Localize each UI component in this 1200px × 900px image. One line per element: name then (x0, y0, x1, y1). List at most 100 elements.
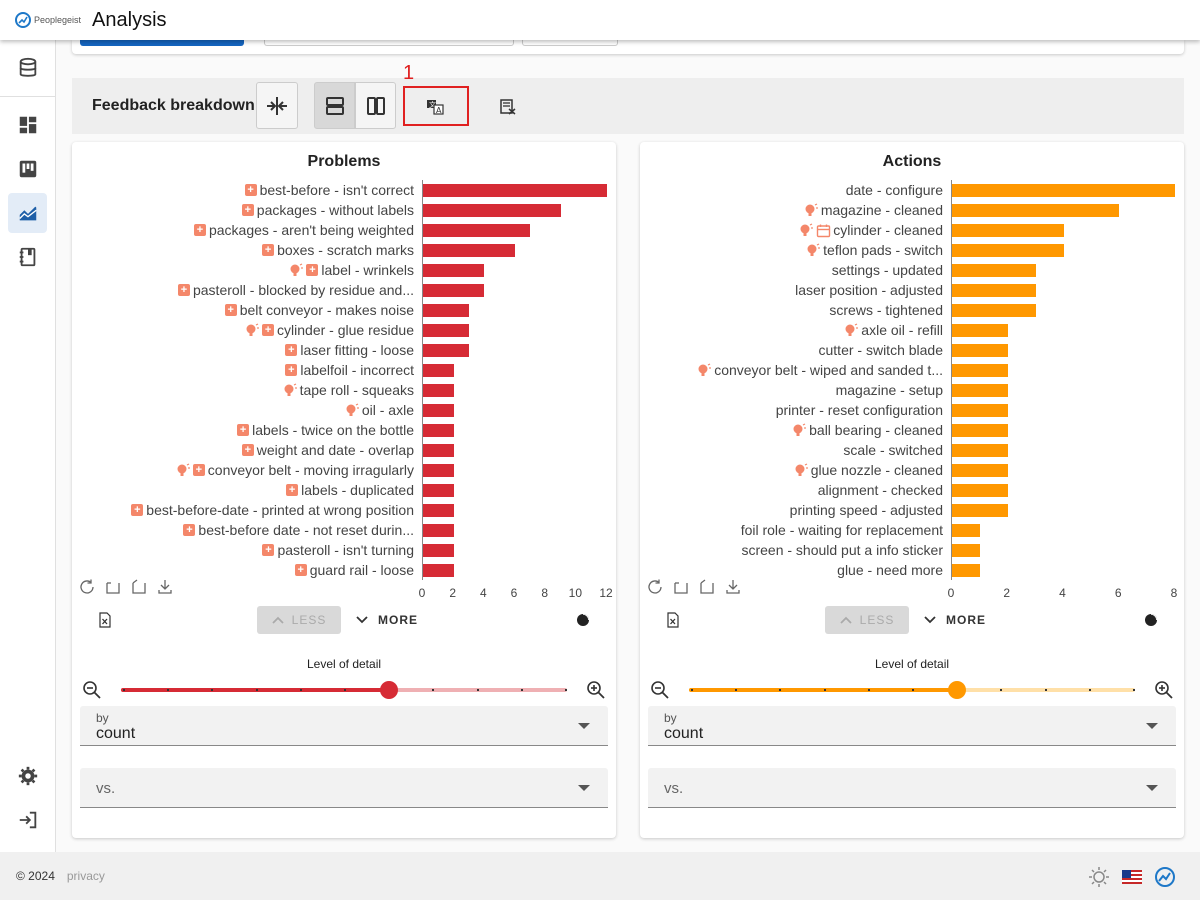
bar[interactable] (423, 403, 454, 417)
excel-export-icon[interactable] (98, 612, 112, 633)
add-marker-icon[interactable]: + (285, 364, 298, 376)
bar[interactable] (423, 183, 607, 197)
download-icon[interactable] (724, 578, 742, 601)
bar-label[interactable]: + packages - without labels (72, 200, 414, 220)
bar-label[interactable]: screws - tightened (640, 300, 943, 320)
bar[interactable] (952, 423, 1008, 437)
zoom-select-icon[interactable] (672, 578, 690, 601)
idea-bulb-icon[interactable] (792, 423, 807, 437)
notebook-icon[interactable] (8, 237, 47, 277)
idea-bulb-icon[interactable] (176, 463, 190, 477)
bar-label[interactable]: glue nozzle - cleaned (640, 460, 943, 480)
add-marker-icon[interactable]: + (241, 204, 254, 216)
bar[interactable] (952, 523, 980, 537)
zoom-select-icon[interactable] (104, 578, 122, 601)
rows-layout-button[interactable] (314, 82, 355, 129)
bar-label[interactable]: + cylinder - glue residue (72, 320, 414, 340)
more-button[interactable]: MORE (356, 606, 418, 634)
bar-label[interactable]: + labels - twice on the bottle (72, 420, 414, 440)
idea-bulb-icon[interactable] (806, 243, 821, 257)
bar[interactable] (952, 443, 1008, 457)
bar[interactable] (952, 403, 1008, 417)
pie-chart-icon[interactable] (1144, 613, 1158, 632)
bar-label[interactable]: tape roll - squeaks (72, 380, 414, 400)
compress-button[interactable] (256, 82, 298, 129)
privacy-link[interactable]: privacy (66, 869, 105, 883)
bar[interactable] (423, 523, 454, 537)
bar[interactable] (952, 363, 1008, 377)
database-icon[interactable] (8, 48, 47, 88)
add-marker-icon[interactable]: + (183, 524, 196, 536)
primary-button-partial[interactable] (80, 40, 244, 46)
bar[interactable] (423, 463, 454, 477)
bar-label[interactable]: + label - wrinkels (72, 260, 414, 280)
bar-label[interactable]: cylinder - cleaned (640, 220, 943, 240)
add-marker-icon[interactable]: + (241, 444, 254, 456)
bar-label[interactable]: oil - axle (72, 400, 414, 420)
idea-bulb-icon[interactable] (289, 263, 304, 277)
bar-label[interactable]: magazine - cleaned (640, 200, 943, 220)
bar[interactable] (423, 563, 454, 577)
columns-layout-button[interactable] (355, 82, 396, 129)
bar[interactable] (952, 563, 980, 577)
vs-select[interactable]: vs. (648, 768, 1176, 808)
bar[interactable] (952, 303, 1036, 317)
restore-icon[interactable] (78, 578, 96, 601)
bar-label[interactable]: printing speed - adjusted (640, 500, 943, 520)
bar-label[interactable]: + pasteroll - blocked by residue and... (72, 280, 414, 300)
bar-label[interactable]: cutter - switch blade (640, 340, 944, 360)
idea-bulb-icon[interactable] (794, 463, 808, 477)
bar[interactable] (952, 503, 1008, 517)
slider-thumb[interactable] (379, 681, 398, 699)
add-marker-icon[interactable]: + (262, 244, 275, 256)
idea-bulb-icon[interactable] (345, 403, 359, 417)
bar[interactable] (952, 343, 1008, 357)
bar[interactable] (952, 483, 1008, 497)
add-marker-icon[interactable]: + (224, 304, 237, 316)
bar[interactable] (423, 243, 515, 257)
bar[interactable] (952, 463, 1008, 477)
bar-label[interactable]: scale - switched (640, 440, 943, 460)
bar[interactable] (423, 263, 485, 277)
add-marker-icon[interactable]: + (262, 324, 275, 336)
idea-bulb-icon[interactable] (697, 363, 712, 377)
bar[interactable] (952, 383, 1008, 397)
bar[interactable] (952, 243, 1064, 257)
add-marker-icon[interactable]: + (262, 544, 275, 556)
add-marker-icon[interactable]: + (286, 484, 299, 496)
idea-bulb-icon[interactable] (844, 323, 859, 337)
bar-label[interactable]: + guard rail - loose (72, 560, 414, 580)
button-partial[interactable] (522, 40, 618, 46)
download-icon[interactable] (156, 578, 174, 601)
bar-label[interactable]: laser position - adjusted (640, 280, 943, 300)
add-marker-icon[interactable]: + (237, 424, 250, 436)
bar-label[interactable]: conveyor belt - wiped and sanded t... (640, 360, 943, 380)
bar[interactable] (423, 343, 469, 357)
bar-label[interactable]: + laser fitting - loose (72, 340, 414, 360)
logout-icon[interactable] (8, 800, 47, 840)
zoom-back-icon[interactable] (698, 578, 716, 601)
clear-notes-button[interactable] (496, 96, 520, 118)
bar[interactable] (423, 383, 454, 397)
bar-label[interactable]: + packages - aren't being weighted (72, 220, 414, 240)
bar-label[interactable]: magazine - setup (640, 380, 943, 400)
bar-label[interactable]: date - configure (640, 180, 943, 200)
bar-label[interactable]: + boxes - scratch marks (72, 240, 414, 260)
analysis-icon[interactable] (8, 193, 47, 233)
add-marker-icon[interactable]: + (244, 184, 257, 196)
bar[interactable] (423, 283, 485, 297)
bar-label[interactable]: glue - need more (640, 560, 943, 580)
more-button[interactable]: MORE (924, 606, 986, 634)
bar[interactable] (952, 183, 1175, 197)
bar[interactable] (423, 323, 469, 337)
bar-label[interactable]: + best-before-date - printed at wrong pos… (72, 500, 414, 520)
field-partial[interactable] (264, 40, 514, 46)
app-logo[interactable]: Peoplegeist (15, 12, 81, 28)
bar[interactable] (423, 543, 454, 557)
vs-select[interactable]: vs. (80, 768, 608, 808)
bar[interactable] (952, 223, 1064, 237)
bar-label[interactable]: + belt conveyor - makes noise (72, 300, 414, 320)
bar-label[interactable]: + labelfoil - incorrect (72, 360, 414, 380)
less-button[interactable]: LESS (825, 606, 909, 634)
calendar-icon[interactable] (816, 223, 831, 238)
